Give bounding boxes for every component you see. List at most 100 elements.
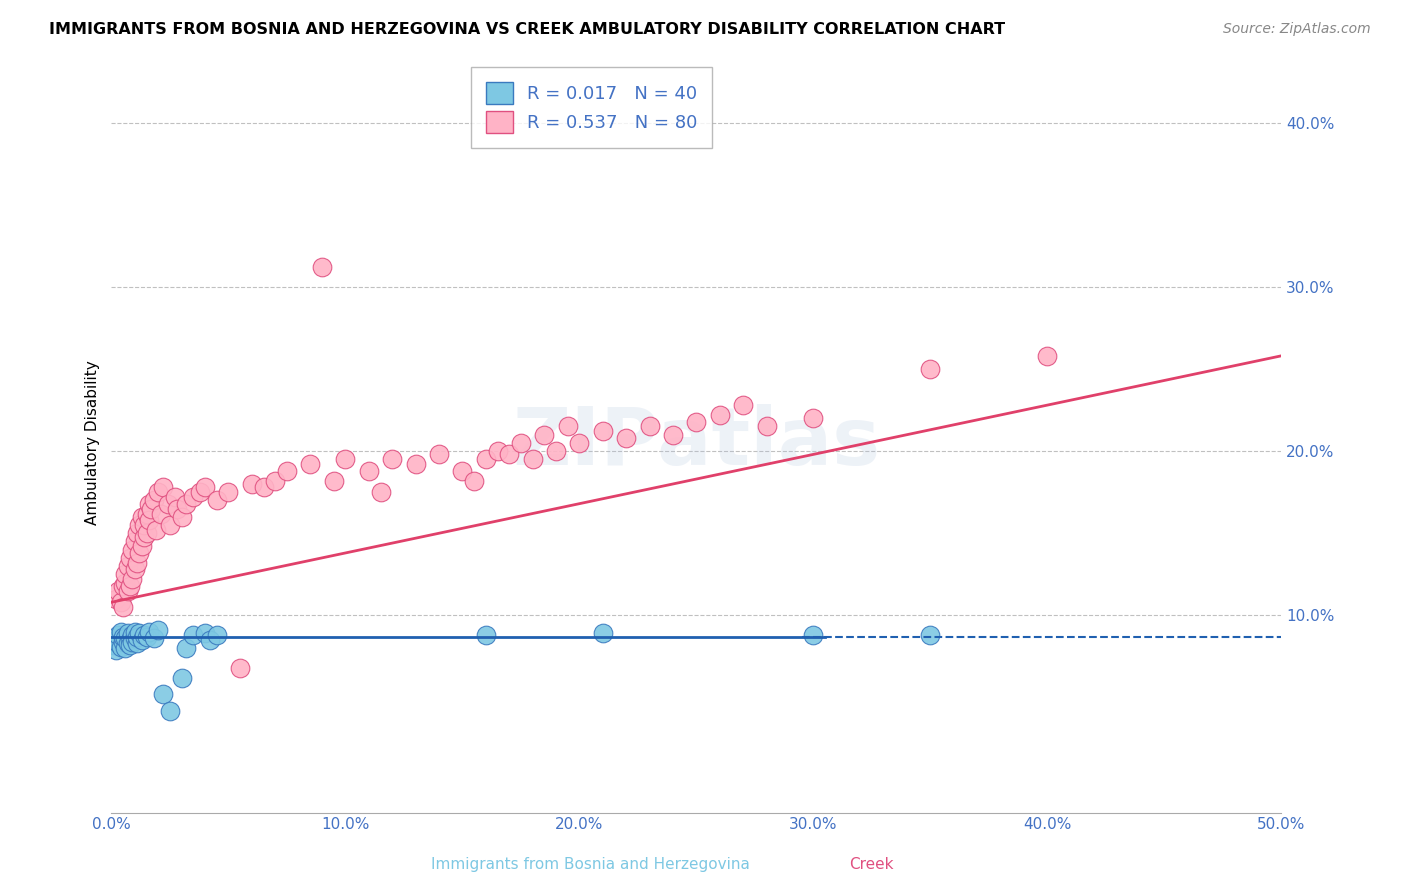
Point xyxy=(112,579,135,593)
Point xyxy=(357,464,380,478)
Point xyxy=(120,550,142,565)
Point xyxy=(592,626,614,640)
Point xyxy=(112,634,135,648)
Point xyxy=(205,493,228,508)
Point xyxy=(138,624,160,639)
Point xyxy=(114,575,136,590)
Point xyxy=(141,501,163,516)
Point xyxy=(405,457,427,471)
Point xyxy=(568,436,591,450)
Point xyxy=(159,704,181,718)
Point xyxy=(557,419,579,434)
Point xyxy=(451,464,474,478)
Point xyxy=(427,447,450,461)
Point xyxy=(114,567,136,582)
Point xyxy=(217,485,239,500)
Point xyxy=(134,518,156,533)
Point xyxy=(755,419,778,434)
Point xyxy=(124,562,146,576)
Point xyxy=(134,529,156,543)
Point xyxy=(131,509,153,524)
Point xyxy=(110,640,132,654)
Point xyxy=(544,444,567,458)
Point xyxy=(128,518,150,533)
Point xyxy=(128,546,150,560)
Point xyxy=(138,497,160,511)
Point xyxy=(803,628,825,642)
Point xyxy=(148,623,170,637)
Text: Source: ZipAtlas.com: Source: ZipAtlas.com xyxy=(1223,22,1371,37)
Point xyxy=(105,633,128,648)
Point xyxy=(131,633,153,648)
Point xyxy=(117,559,139,574)
Point xyxy=(311,260,333,274)
Point xyxy=(110,595,132,609)
Point xyxy=(322,474,344,488)
Point xyxy=(127,630,149,644)
Point xyxy=(194,626,217,640)
Point xyxy=(103,638,125,652)
Point xyxy=(105,591,128,606)
Point xyxy=(381,452,404,467)
Point xyxy=(170,509,193,524)
Point xyxy=(149,507,172,521)
Point xyxy=(124,624,146,639)
Point xyxy=(174,641,197,656)
Point xyxy=(105,643,128,657)
Point xyxy=(733,398,755,412)
Legend: R = 0.017   N = 40, R = 0.537   N = 80: R = 0.017 N = 40, R = 0.537 N = 80 xyxy=(471,68,713,148)
Point xyxy=(685,415,707,429)
Point xyxy=(120,633,142,648)
Point xyxy=(614,431,637,445)
Point xyxy=(240,477,263,491)
Point xyxy=(120,579,142,593)
Point xyxy=(188,485,211,500)
Point xyxy=(121,628,143,642)
Point xyxy=(112,630,135,644)
Point xyxy=(124,534,146,549)
Point xyxy=(335,452,357,467)
Point xyxy=(181,628,204,642)
Point xyxy=(135,526,157,541)
Point xyxy=(124,632,146,646)
Point xyxy=(252,480,274,494)
Point xyxy=(533,427,555,442)
Point xyxy=(138,513,160,527)
Point xyxy=(920,362,942,376)
Point xyxy=(264,474,287,488)
Point xyxy=(142,493,165,508)
Point xyxy=(486,444,509,458)
Point xyxy=(370,485,392,500)
Point xyxy=(135,507,157,521)
Point xyxy=(107,583,129,598)
Point xyxy=(131,540,153,554)
Point xyxy=(1036,349,1059,363)
Point xyxy=(475,452,498,467)
Point xyxy=(121,634,143,648)
Point xyxy=(117,626,139,640)
Point xyxy=(114,641,136,656)
Point xyxy=(110,624,132,639)
Y-axis label: Ambulatory Disability: Ambulatory Disability xyxy=(86,360,100,525)
Point xyxy=(163,490,186,504)
Point xyxy=(709,408,731,422)
Point xyxy=(475,628,498,642)
Point xyxy=(145,523,167,537)
Point xyxy=(121,572,143,586)
Point xyxy=(127,636,149,650)
Point xyxy=(174,497,197,511)
Point xyxy=(107,628,129,642)
Point xyxy=(156,497,179,511)
Point xyxy=(205,628,228,642)
Point xyxy=(159,518,181,533)
Point xyxy=(107,636,129,650)
Point xyxy=(121,542,143,557)
Point xyxy=(134,628,156,642)
Point xyxy=(592,425,614,439)
Point xyxy=(120,638,142,652)
Point xyxy=(114,632,136,646)
Point xyxy=(522,452,544,467)
Point xyxy=(128,626,150,640)
Point xyxy=(127,526,149,541)
Point xyxy=(181,490,204,504)
